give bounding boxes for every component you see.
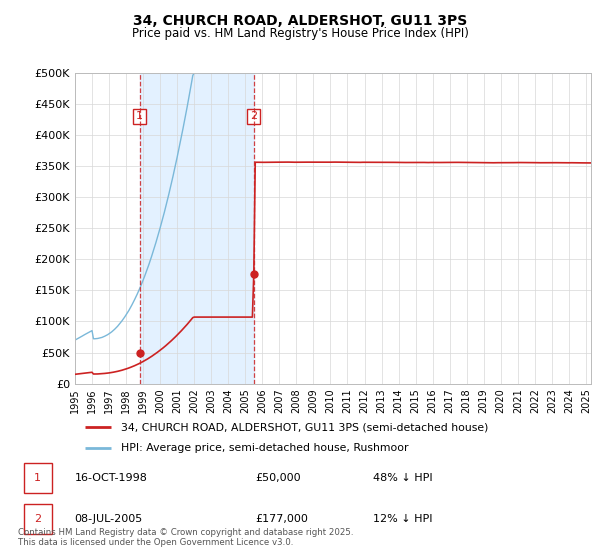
FancyBboxPatch shape [23, 505, 52, 534]
Text: Contains HM Land Registry data © Crown copyright and database right 2025.
This d: Contains HM Land Registry data © Crown c… [18, 528, 353, 547]
Text: 48% ↓ HPI: 48% ↓ HPI [373, 473, 433, 483]
Text: Price paid vs. HM Land Registry's House Price Index (HPI): Price paid vs. HM Land Registry's House … [131, 27, 469, 40]
Text: 2: 2 [34, 514, 41, 524]
Bar [140, 73, 254, 384]
Text: 1: 1 [34, 473, 41, 483]
Text: £177,000: £177,000 [255, 514, 308, 524]
Text: 2: 2 [250, 111, 257, 122]
Text: £50,000: £50,000 [255, 473, 301, 483]
FancyBboxPatch shape [23, 464, 52, 493]
Text: 1: 1 [136, 111, 143, 122]
Text: 08-JUL-2005: 08-JUL-2005 [74, 514, 143, 524]
Text: HPI: Average price, semi-detached house, Rushmoor: HPI: Average price, semi-detached house,… [121, 443, 409, 453]
Text: 34, CHURCH ROAD, ALDERSHOT, GU11 3PS: 34, CHURCH ROAD, ALDERSHOT, GU11 3PS [133, 14, 467, 28]
Text: 12% ↓ HPI: 12% ↓ HPI [373, 514, 433, 524]
Text: 16-OCT-1998: 16-OCT-1998 [74, 473, 147, 483]
Text: 34, CHURCH ROAD, ALDERSHOT, GU11 3PS (semi-detached house): 34, CHURCH ROAD, ALDERSHOT, GU11 3PS (se… [121, 422, 489, 432]
